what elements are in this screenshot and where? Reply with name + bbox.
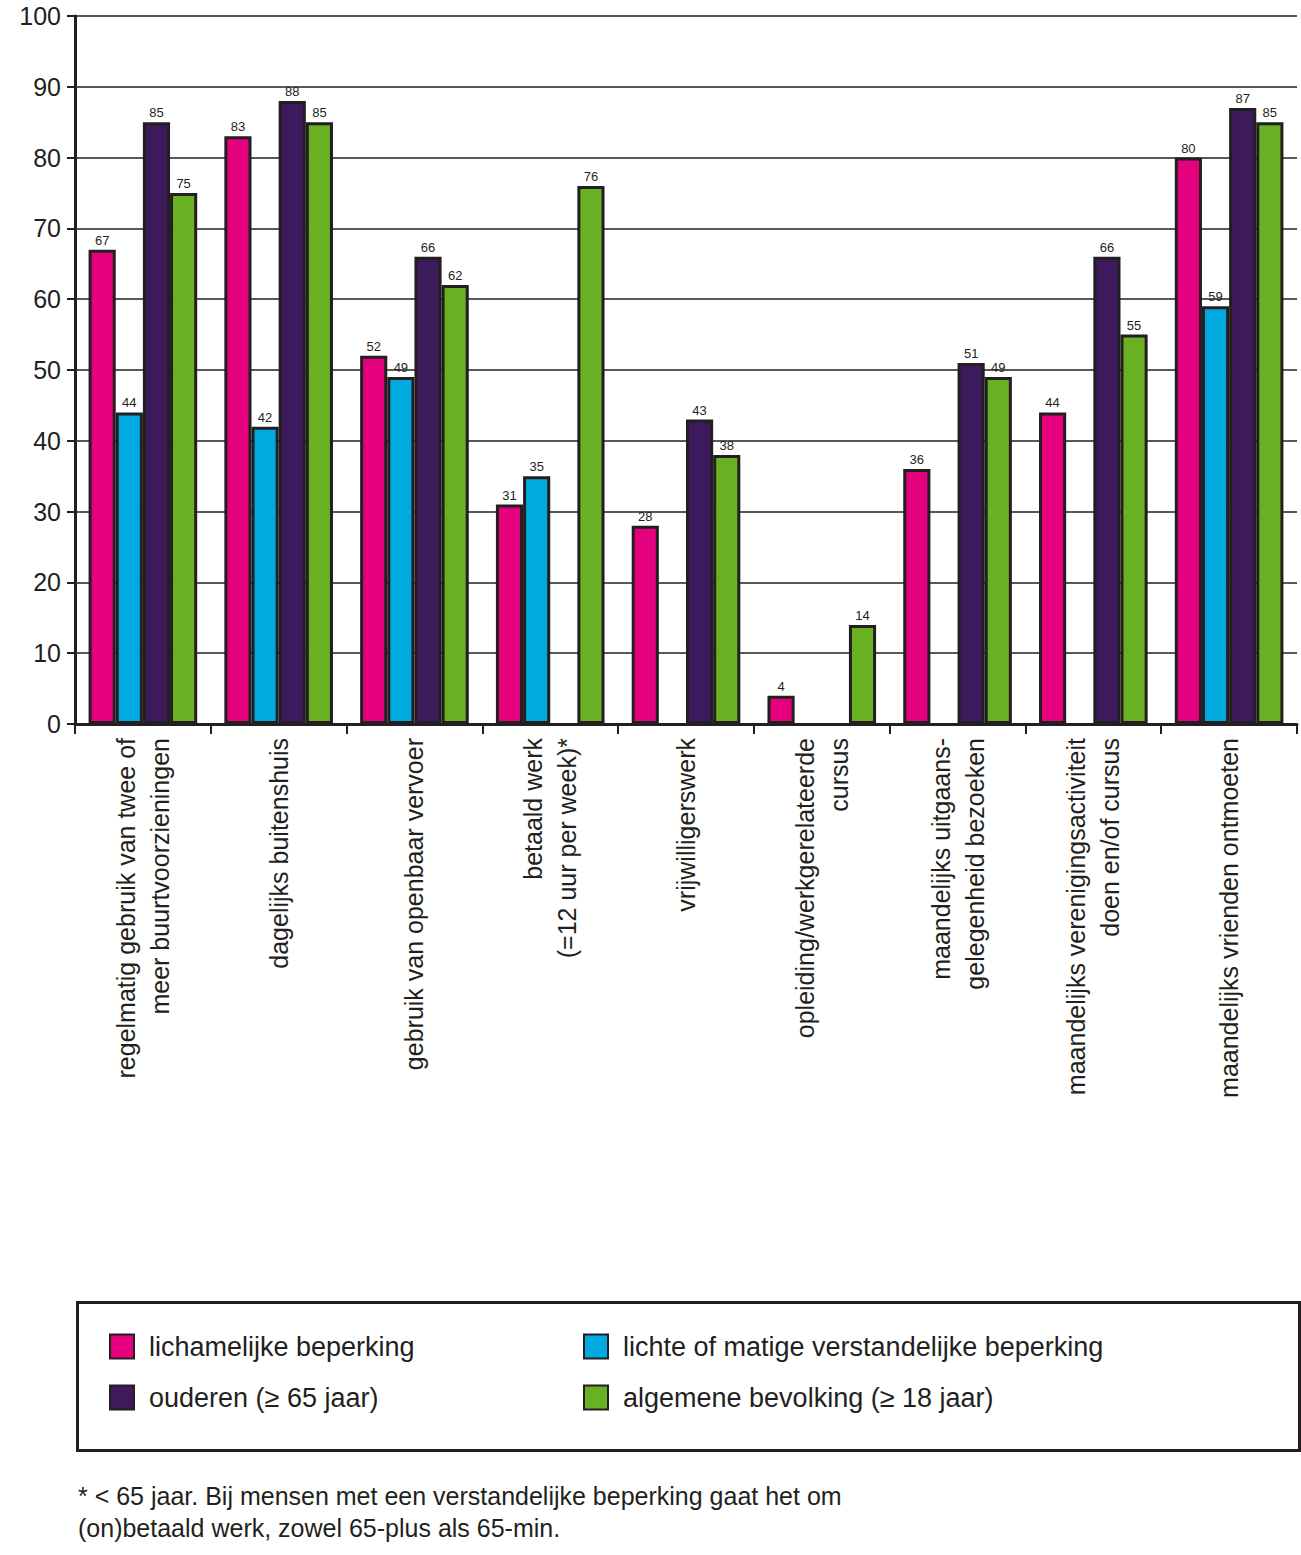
svg-text:35: 35 bbox=[529, 459, 543, 474]
svg-text:76: 76 bbox=[584, 169, 598, 184]
svg-text:vrijwilligerswerk: vrijwilligerswerk bbox=[672, 738, 700, 912]
svg-text:87: 87 bbox=[1235, 91, 1249, 106]
svg-text:44: 44 bbox=[1045, 395, 1059, 410]
svg-text:gebruik van openbaar vervoer: gebruik van openbaar vervoer bbox=[400, 738, 428, 1070]
svg-text:31: 31 bbox=[502, 488, 516, 503]
svg-text:60: 60 bbox=[33, 285, 61, 313]
svg-text:maandelijks uitgaans-: maandelijks uitgaans- bbox=[927, 738, 955, 980]
svg-text:83: 83 bbox=[231, 119, 245, 134]
svg-text:80: 80 bbox=[1181, 141, 1195, 156]
svg-text:88: 88 bbox=[285, 84, 299, 99]
svg-text:80: 80 bbox=[33, 144, 61, 172]
svg-text:lichamelijke beperking: lichamelijke beperking bbox=[149, 1332, 415, 1362]
svg-text:67: 67 bbox=[95, 233, 109, 248]
svg-text:59: 59 bbox=[1208, 289, 1222, 304]
svg-text:cursus: cursus bbox=[825, 738, 853, 812]
svg-text:maandelijks verenigingsactivit: maandelijks verenigingsactiviteit bbox=[1062, 738, 1090, 1095]
svg-text:lichte of matige verstandelijk: lichte of matige verstandelijke beperkin… bbox=[623, 1332, 1103, 1362]
svg-text:betaald werk: betaald werk bbox=[519, 738, 547, 880]
svg-text:regelmatig gebruik van twee of: regelmatig gebruik van twee of bbox=[112, 738, 140, 1079]
svg-text:42: 42 bbox=[258, 410, 272, 425]
svg-text:49: 49 bbox=[991, 360, 1005, 375]
svg-text:0: 0 bbox=[47, 710, 61, 738]
svg-text:40: 40 bbox=[33, 427, 61, 455]
svg-text:70: 70 bbox=[33, 214, 61, 242]
svg-text:38: 38 bbox=[719, 438, 733, 453]
svg-text:(on)betaald werk, zowel 65-plu: (on)betaald werk, zowel 65-plus als 65-m… bbox=[78, 1514, 560, 1542]
svg-text:66: 66 bbox=[421, 240, 435, 255]
svg-text:28: 28 bbox=[638, 509, 652, 524]
svg-text:90: 90 bbox=[33, 73, 61, 101]
svg-text:4: 4 bbox=[777, 679, 784, 694]
svg-text:66: 66 bbox=[1100, 240, 1114, 255]
svg-text:gelegenheid bezoeken: gelegenheid bezoeken bbox=[961, 738, 989, 990]
svg-text:50: 50 bbox=[33, 356, 61, 384]
svg-text:20: 20 bbox=[33, 568, 61, 596]
svg-text:62: 62 bbox=[448, 268, 462, 283]
svg-text:14: 14 bbox=[855, 608, 869, 623]
svg-text:doen en/of cursus: doen en/of cursus bbox=[1096, 738, 1124, 937]
svg-text:meer buurtvoorzieningen: meer buurtvoorzieningen bbox=[146, 738, 174, 1015]
svg-text:algemene bevolking (≥ 18 jaar): algemene bevolking (≥ 18 jaar) bbox=[623, 1383, 994, 1413]
svg-text:100: 100 bbox=[19, 2, 61, 30]
svg-text:10: 10 bbox=[33, 639, 61, 667]
svg-text:ouderen (≥ 65 jaar): ouderen (≥ 65 jaar) bbox=[149, 1383, 378, 1413]
svg-text:opleiding/werkgerelateerde: opleiding/werkgerelateerde bbox=[791, 738, 819, 1038]
svg-text:85: 85 bbox=[1263, 105, 1277, 120]
svg-text:85: 85 bbox=[312, 105, 326, 120]
svg-text:52: 52 bbox=[366, 339, 380, 354]
svg-text:49: 49 bbox=[394, 360, 408, 375]
svg-text:(=12 uur per week)*: (=12 uur per week)* bbox=[553, 738, 581, 959]
svg-text:55: 55 bbox=[1127, 318, 1141, 333]
svg-text:51: 51 bbox=[964, 346, 978, 361]
svg-text:dagelijks buitenshuis: dagelijks buitenshuis bbox=[265, 738, 293, 969]
svg-text:30: 30 bbox=[33, 498, 61, 526]
svg-text:75: 75 bbox=[176, 176, 190, 191]
svg-text:* < 65 jaar. Bij mensen met ee: * < 65 jaar. Bij mensen met een verstand… bbox=[78, 1482, 842, 1510]
svg-text:36: 36 bbox=[910, 452, 924, 467]
svg-text:43: 43 bbox=[692, 403, 706, 418]
svg-text:44: 44 bbox=[122, 395, 136, 410]
svg-text:maandelijks vrienden ontmoeten: maandelijks vrienden ontmoeten bbox=[1215, 738, 1243, 1098]
svg-text:85: 85 bbox=[149, 105, 163, 120]
